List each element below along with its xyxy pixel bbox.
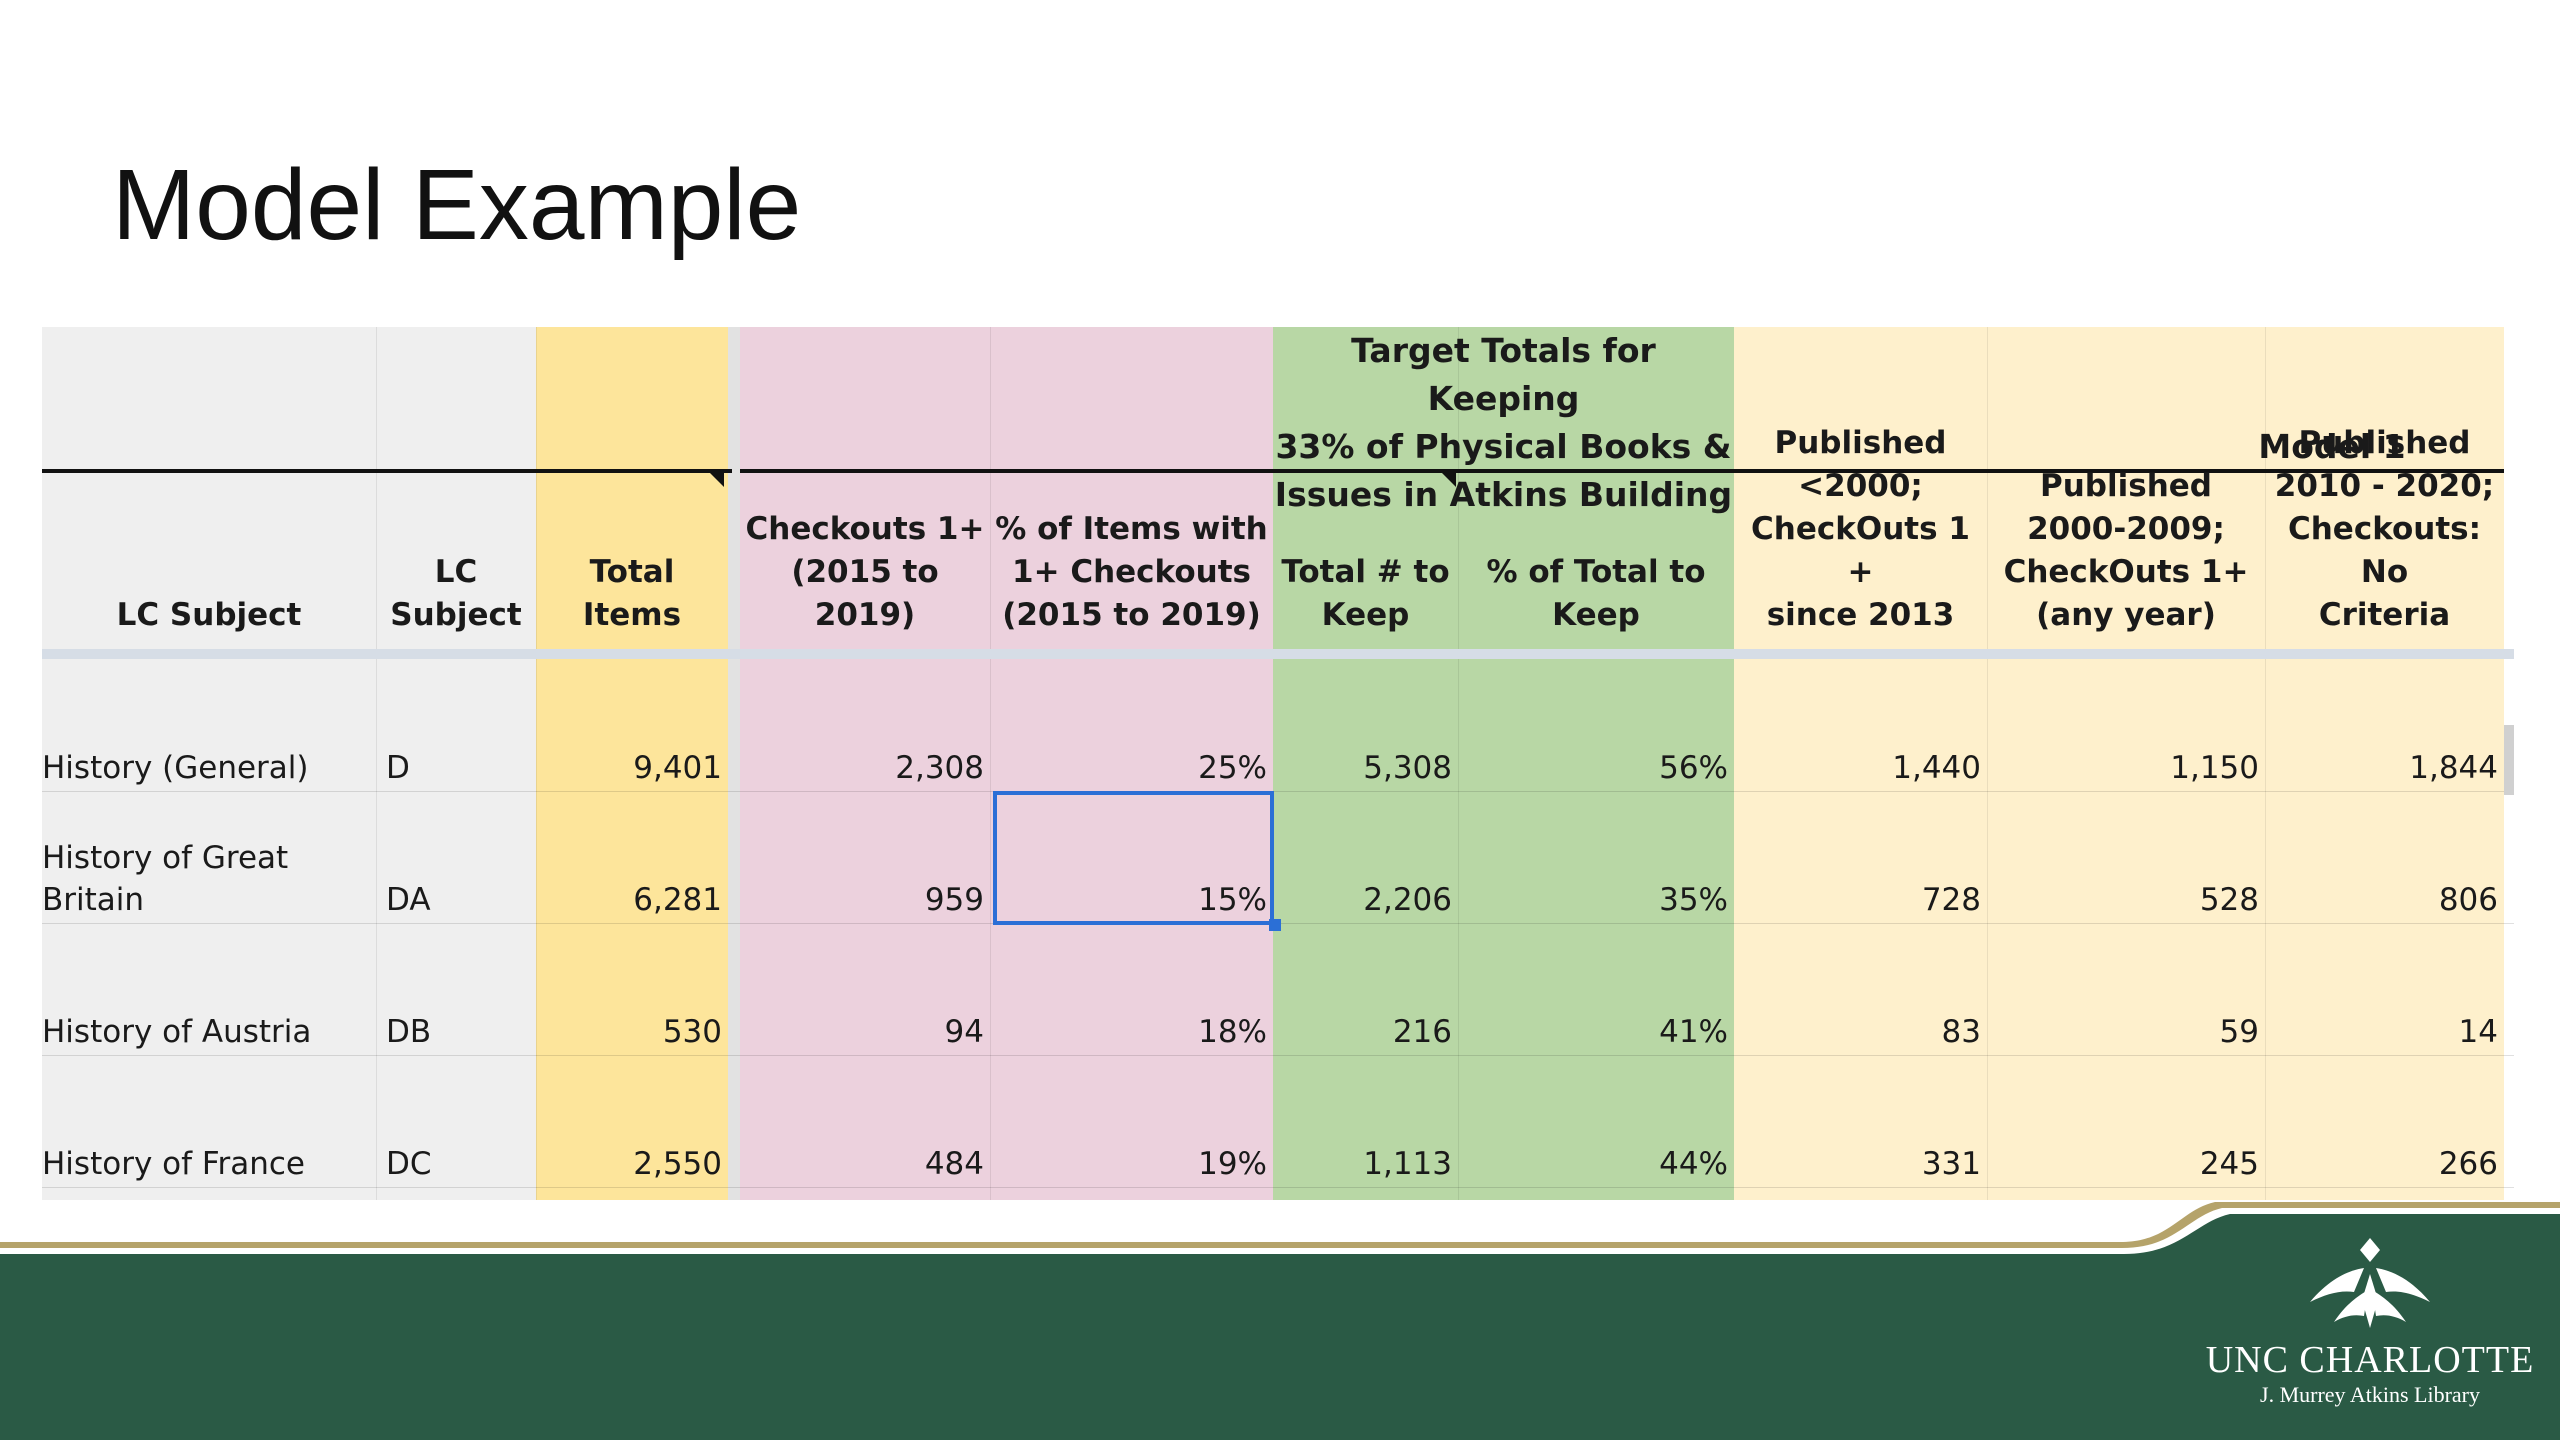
logo-subtitle: J. Murrey Atkins Library <box>2260 1382 2480 1407</box>
selected-cell-outline[interactable] <box>993 791 1274 925</box>
cell-pct-keep[interactable]: 56% <box>1659 750 1728 786</box>
cell-code[interactable]: DC <box>386 1146 432 1182</box>
cell-pct-checkouts[interactable]: 18% <box>1198 1014 1267 1050</box>
table-row: History of Austria DB 530 94 18% 216 41%… <box>42 923 2514 1053</box>
header-separator <box>42 649 2514 659</box>
column-header-pub-2000-2009[interactable]: Published 2000-2009; CheckOuts 1+ (any year… <box>2003 468 2249 633</box>
cell-checkouts[interactable]: 484 <box>924 1146 984 1182</box>
cell-checkouts[interactable]: 2,308 <box>895 750 984 786</box>
cell-keep[interactable]: 1,113 <box>1363 1146 1452 1182</box>
cell-pub-2010-2020[interactable]: 14 <box>2458 1014 2498 1050</box>
cell-pub-2000-2009[interactable]: 1,150 <box>2170 750 2259 786</box>
column-header-total-keep[interactable]: Total # to Keep <box>1281 554 1450 633</box>
cell-subject[interactable]: History (General) <box>42 750 309 786</box>
table-row: History of France DC 2,550 484 19% 1,113… <box>42 1055 2514 1185</box>
cell-subject[interactable]: History of Great Britain <box>42 840 289 918</box>
cell-keep[interactable]: 2,206 <box>1363 882 1452 918</box>
cell-total[interactable]: 2,550 <box>633 1146 722 1182</box>
cell-pct-keep[interactable]: 41% <box>1659 1014 1728 1050</box>
cell-pub-2010-2020[interactable]: 266 <box>2438 1146 2498 1182</box>
cell-pct-checkouts[interactable]: 19% <box>1198 1146 1267 1182</box>
slide-title: Model Example <box>112 149 802 261</box>
cell-checkouts[interactable]: 959 <box>924 882 984 918</box>
cell-pub-2000-2009[interactable]: 245 <box>2199 1146 2259 1182</box>
column-header-lc-subject[interactable]: LC Subject <box>116 597 302 633</box>
cell-total[interactable]: 6,281 <box>633 882 722 918</box>
cell-keep[interactable]: 5,308 <box>1363 750 1452 786</box>
unc-charlotte-logo: UNC CHARLOTTE J. Murrey Atkins Library <box>2200 1230 2540 1430</box>
footer-band <box>0 1255 2560 1440</box>
cell-pct-checkouts[interactable]: 25% <box>1198 750 1267 786</box>
cell-subject[interactable]: History of France <box>42 1146 305 1182</box>
cell-code[interactable]: DA <box>386 882 431 918</box>
cell-pub-2000-2009[interactable]: 528 <box>2199 882 2259 918</box>
spreadsheet-table: Target Totals for Keeping 33% of Physica… <box>42 327 2514 1200</box>
column-header-pct-keep[interactable]: % of Total to Keep <box>1486 554 1706 633</box>
cell-total[interactable]: 9,401 <box>633 750 722 786</box>
header-rule-right <box>740 469 2504 473</box>
group-header-target: Target Totals for Keeping 33% of Physica… <box>1274 331 1733 514</box>
table-row: History (General) D 9,401 2,308 25% 5,30… <box>42 659 2514 789</box>
cell-checkouts[interactable]: 94 <box>944 1014 984 1050</box>
cell-pct-keep[interactable]: 44% <box>1659 1146 1728 1182</box>
cell-pub-2010-2020[interactable]: 806 <box>2438 882 2498 918</box>
column-header-total-items[interactable]: Total Items <box>582 554 682 633</box>
cell-pub-2010-2020[interactable]: 1,844 <box>2409 750 2498 786</box>
fill-handle[interactable] <box>1269 919 1281 931</box>
cell-total[interactable]: 530 <box>662 1014 722 1050</box>
cell-pct-checkouts[interactable]: 15% <box>1198 882 1267 918</box>
column-header-pub-2010-2020[interactable]: Published 2010 - 2020; Checkouts: No Criter… <box>2274 425 2495 633</box>
crown-logo-icon <box>2310 1238 2430 1328</box>
column-header-checkouts[interactable]: Checkouts 1+ (2015 to 2019) <box>745 511 985 633</box>
scrollbar[interactable] <box>2504 725 2514 795</box>
column-header-pct-checkouts[interactable]: % of Items with 1+ Checkouts (2015 to 2019… <box>995 511 1268 633</box>
table-row: History of Great Britain DA 6,281 959 15%… <box>42 791 2514 921</box>
cell-pub-pre2000[interactable]: 331 <box>1921 1146 1981 1182</box>
column-header-lc-code[interactable]: LC Subject <box>390 554 522 633</box>
cell-keep[interactable]: 216 <box>1392 1014 1452 1050</box>
header-rule-left <box>42 469 732 473</box>
cell-pub-pre2000[interactable]: 1,440 <box>1892 750 1981 786</box>
band-gap <box>728 327 740 1200</box>
cell-pct-keep[interactable]: 35% <box>1659 882 1728 918</box>
cell-subject[interactable]: History of Austria <box>42 1014 312 1050</box>
cell-pub-pre2000[interactable]: 83 <box>1941 1014 1981 1050</box>
group-header-model: Model 1 <box>2258 427 2406 466</box>
cell-code[interactable]: D <box>386 750 410 786</box>
cell-pub-2000-2009[interactable]: 59 <box>2219 1014 2259 1050</box>
logo-name: UNC CHARLOTTE <box>2205 1339 2535 1381</box>
cell-code[interactable]: DB <box>386 1014 432 1050</box>
column-header-pub-pre2000[interactable]: Published <2000; CheckOuts 1 + since 2013 <box>1751 425 1970 633</box>
cell-pub-pre2000[interactable]: 728 <box>1921 882 1981 918</box>
